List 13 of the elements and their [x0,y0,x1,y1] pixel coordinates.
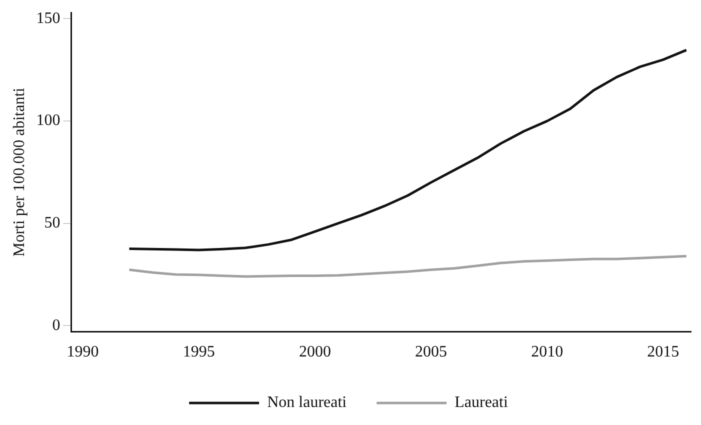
x-tick-label: 2005 [415,344,448,361]
y-tick-label: 100 [36,112,60,130]
y-tick-label: 150 [36,10,60,27]
y-axis-title: Morti per 100.000 abitanti [10,87,28,257]
legend-label: Laureati [454,394,508,412]
x-tick-label: 2010 [531,344,564,361]
x-tick-label: 2015 [647,344,680,361]
y-tick-label: 0 [52,316,60,334]
x-tick-label: 1995 [182,344,215,361]
x-tick-label: 2000 [298,344,331,361]
y-tick-label: 50 [44,214,60,232]
legend-label: Non laureati [267,394,348,412]
x-tick-label: 1990 [66,344,99,361]
